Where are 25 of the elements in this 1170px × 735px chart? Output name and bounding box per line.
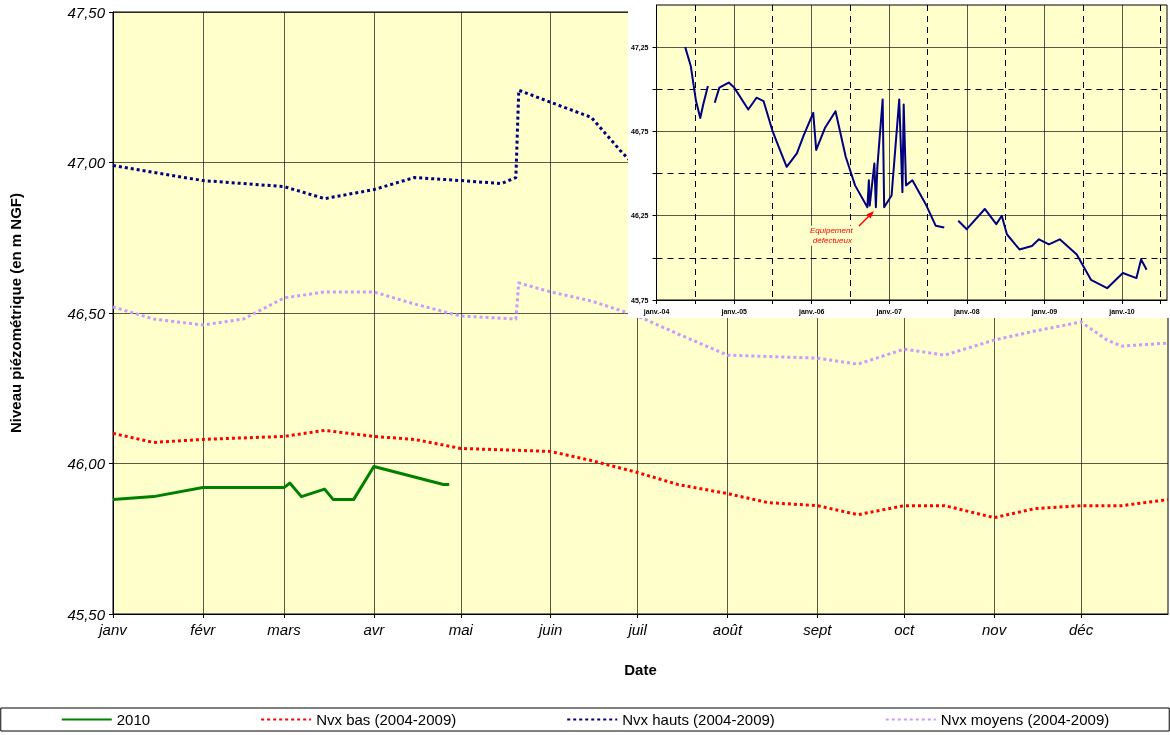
y-tick-label: 45,50 — [67, 605, 106, 623]
x-axis-title: Date — [624, 661, 657, 678]
line-series — [111, 465, 451, 502]
annotation: Equipement défectueux — [809, 226, 855, 246]
x-tick-label: mai — [448, 621, 474, 638]
x-tick-label: juin — [536, 621, 563, 638]
legend-label: 2010 — [116, 711, 151, 728]
x-tick-label: mars — [267, 621, 302, 638]
y-tick-label: 46,00 — [67, 455, 106, 472]
x-tick-label: févr — [190, 621, 217, 638]
x-tick-label: nov — [982, 621, 1008, 638]
x-tick-label: déc — [1068, 621, 1094, 638]
x-tick-label: juil — [626, 621, 648, 638]
x-tick-label: août — [712, 621, 743, 638]
x-tick-label: avr — [363, 621, 386, 638]
y-tick-label: 47,50 — [67, 3, 106, 21]
x-tick-label: janv — [97, 621, 129, 638]
x-tick-label: sept — [803, 621, 833, 638]
y-tick-label: 46,50 — [67, 304, 106, 322]
legend-label: Nvx hauts (2004-2009) — [622, 711, 775, 728]
legend-label: Nvx bas (2004-2009) — [316, 711, 457, 728]
y-axis-title: Niveau piézométrique (en m NGF) — [7, 192, 24, 434]
y-tick-label: 47,00 — [67, 154, 106, 171]
legend-label: Nvx moyens (2004-2009) — [940, 711, 1110, 728]
x-tick-label: oct — [894, 621, 916, 638]
